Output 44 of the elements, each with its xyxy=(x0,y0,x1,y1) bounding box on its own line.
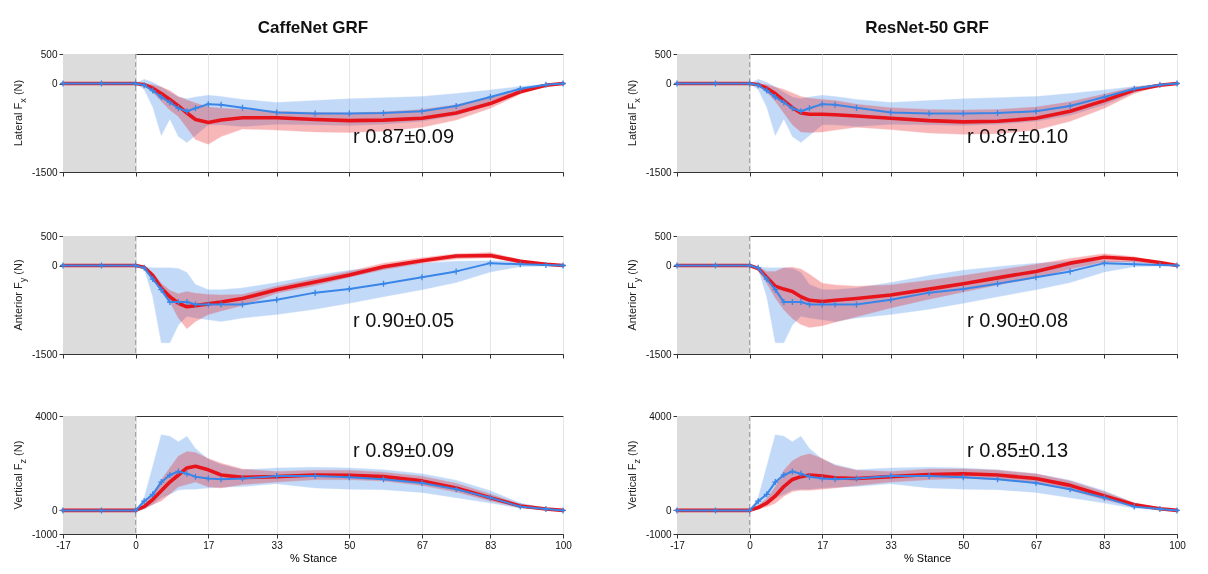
y-tick-label: -1000 xyxy=(645,528,672,540)
y-tick-label: 0 xyxy=(665,260,672,271)
annotation: r 0.89±0.09 xyxy=(353,439,455,462)
annotation: r 0.85±0.13 xyxy=(967,439,1069,462)
y-tick-label: -1000 xyxy=(31,528,58,540)
y-tick-label: -1500 xyxy=(31,166,58,178)
y-tick-label: 500 xyxy=(40,230,58,242)
x-tick-label: 67 xyxy=(416,539,429,551)
x-tick-label: -17 xyxy=(670,539,686,551)
y-tick-label: 500 xyxy=(654,48,672,60)
x-tick-label: 50 xyxy=(344,539,356,551)
chart-title: ResNet-50 GRF xyxy=(865,18,989,37)
y-tick-label: -1500 xyxy=(645,348,672,360)
x-tick-label: 83 xyxy=(1099,539,1111,551)
x-tick-label: 100 xyxy=(1169,539,1187,551)
y-tick-label: -1500 xyxy=(31,348,58,360)
annotation: r 0.87±0.10 xyxy=(967,124,1069,147)
x-tick-label: 33 xyxy=(271,539,284,551)
y-tick-label: 500 xyxy=(654,230,672,242)
y-tick-label: 4000 xyxy=(35,410,58,422)
y-tick-label: 4000 xyxy=(649,410,672,422)
annotation: r 0.87±0.09 xyxy=(353,124,455,147)
x-tick-label: 50 xyxy=(958,539,970,551)
y-tick-label: 0 xyxy=(51,78,58,89)
x-tick-label: 17 xyxy=(817,539,829,551)
x-axis-title: % Stance xyxy=(289,551,338,564)
x-tick-label: 100 xyxy=(555,539,573,551)
y-tick-label: 0 xyxy=(51,504,58,516)
x-tick-label: 0 xyxy=(133,539,140,551)
x-tick-label: 0 xyxy=(747,539,754,551)
annotation: r 0.90±0.05 xyxy=(353,308,455,331)
chart-title: CaffeNet GRF xyxy=(257,18,369,37)
x-axis-title: % Stance xyxy=(903,551,952,564)
y-tick-label: 0 xyxy=(665,504,672,516)
x-tick-label: 17 xyxy=(203,539,215,551)
x-tick-label: 33 xyxy=(885,539,898,551)
y-tick-label: 500 xyxy=(40,48,58,60)
y-tick-label: -1500 xyxy=(645,166,672,178)
y-tick-label: 0 xyxy=(665,78,672,89)
x-tick-label: 67 xyxy=(1030,539,1043,551)
x-tick-label: -17 xyxy=(56,539,72,551)
annotation: r 0.90±0.08 xyxy=(967,308,1069,331)
y-tick-label: 0 xyxy=(51,260,58,271)
x-tick-label: 83 xyxy=(485,539,497,551)
